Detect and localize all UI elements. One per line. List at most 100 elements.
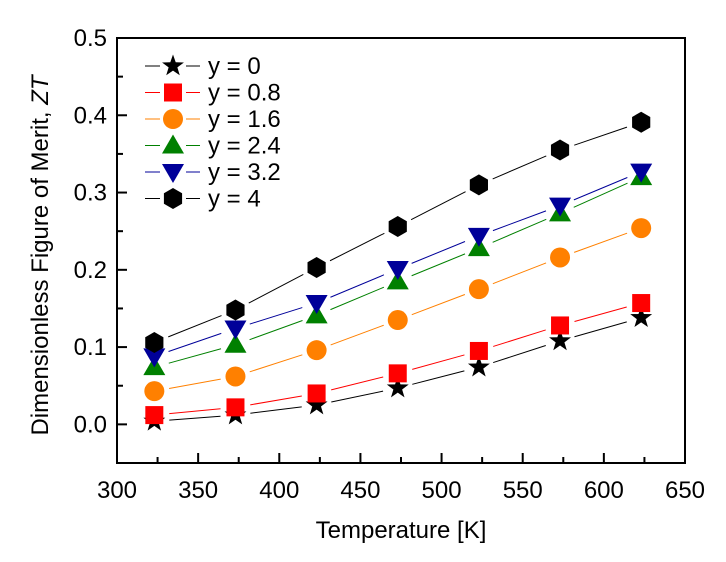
x-tick-label: 450	[340, 477, 380, 504]
series-line-segment	[573, 177, 628, 201]
series-line-segment	[250, 395, 302, 406]
series-line-segment	[168, 378, 221, 389]
legend-label: y = 2.4	[208, 133, 281, 160]
series-y4	[145, 111, 651, 353]
data-point	[145, 331, 164, 353]
x-tick-label: 400	[259, 477, 299, 504]
data-point	[388, 216, 407, 238]
series-line-segment	[249, 354, 303, 373]
legend: y = 0y = 0.8y = 1.6y = 2.4y = 3.2y = 4	[145, 53, 281, 213]
series-line-segment	[330, 274, 385, 298]
series-y3-2	[143, 163, 653, 368]
legend-marker-icon	[163, 188, 183, 209]
data-point	[386, 376, 409, 398]
series-line-segment	[168, 348, 222, 364]
x-tick-label: 600	[584, 477, 624, 504]
y-axis-label: Dimensionless Figure of Merit, ZT	[27, 73, 54, 435]
series-line-segment	[574, 306, 627, 322]
x-tick-label: 550	[503, 477, 543, 504]
series-line-segment	[492, 210, 547, 232]
data-point	[225, 366, 246, 387]
x-tick-label: 350	[178, 477, 218, 504]
series-line-segment	[410, 191, 466, 221]
series-line-segment	[250, 406, 302, 414]
y-tick-label: 0.4	[74, 102, 107, 129]
y-tick-label: 0.3	[74, 180, 107, 207]
series-line-segment	[493, 329, 546, 347]
x-tick-label: 500	[422, 477, 462, 504]
legend-item: y = 3.2	[145, 159, 281, 186]
data-point	[226, 398, 245, 417]
data-point	[307, 257, 326, 278]
data-point	[469, 174, 488, 196]
data-point	[226, 299, 245, 321]
series-line-segment	[168, 315, 222, 338]
data-point	[550, 139, 570, 161]
legend-label: y = 4	[208, 186, 261, 213]
legend-marker-icon	[163, 109, 183, 129]
series-line-segment	[492, 218, 547, 243]
data-point	[550, 247, 571, 268]
series-line-segment	[168, 332, 222, 352]
series-line-segment	[169, 415, 221, 421]
data-point	[631, 218, 652, 239]
data-point	[224, 333, 247, 353]
plot-frame	[116, 37, 686, 464]
legend-marker-icon	[162, 54, 184, 76]
series-line-segment	[330, 324, 384, 346]
data-point	[386, 261, 409, 281]
series-y0-8	[145, 294, 651, 425]
data-point	[467, 227, 490, 247]
data-point	[145, 406, 164, 425]
series-line-segment	[412, 370, 465, 385]
x-axis-label: Temperature [K]	[316, 517, 487, 544]
legend-item: y = 2.4	[145, 133, 281, 160]
data-point	[469, 341, 488, 360]
data-point	[549, 197, 572, 217]
series-line-segment	[331, 376, 384, 391]
series-line-segment	[412, 354, 465, 370]
data-point	[307, 384, 326, 403]
y-axis-label-symbol: ZT	[27, 73, 54, 106]
x-tick-label: 300	[97, 477, 137, 504]
legend-label: y = 0.8	[208, 80, 281, 107]
x-tick-label: 650	[665, 477, 705, 504]
y-tick-label: 0.1	[74, 334, 107, 361]
legend-item: y = 4	[145, 186, 261, 213]
y-tick-label: 0.2	[74, 257, 107, 284]
series-line-segment	[169, 408, 221, 415]
legend-marker-icon	[164, 83, 182, 102]
data-point	[224, 320, 247, 340]
series-line-segment	[411, 253, 466, 277]
series-line-segment	[329, 232, 385, 262]
data-point	[632, 294, 651, 313]
legend-item: y = 0.8	[145, 80, 281, 107]
legend-item: y = 0	[145, 53, 261, 80]
data-point	[305, 295, 328, 315]
legend-marker-icon	[162, 134, 184, 154]
series-line-segment	[330, 286, 385, 311]
series-line-segment	[492, 262, 547, 285]
series-line-segment	[248, 274, 304, 304]
data-point	[630, 163, 653, 183]
series-line-segment	[249, 320, 303, 341]
data-point	[388, 364, 407, 383]
legend-label: y = 3.2	[208, 159, 281, 186]
data-point	[632, 111, 651, 133]
y-tick-label: 0.5	[74, 25, 107, 52]
series-line-segment	[574, 321, 627, 338]
series-line-segment	[492, 155, 547, 180]
series-group	[143, 111, 653, 431]
data-point	[387, 310, 408, 331]
series-line-segment	[331, 390, 384, 403]
series-y1-6	[144, 218, 652, 402]
legend-label: y = 1.6	[208, 106, 281, 133]
y-axis: 0.0 0.1 0.2 0.3 0.4 0.5	[74, 25, 127, 438]
data-point	[143, 348, 166, 368]
series-line-segment	[411, 241, 466, 264]
data-point	[468, 279, 489, 300]
series-line-segment	[573, 232, 628, 253]
data-point	[551, 316, 570, 335]
data-point	[144, 381, 165, 402]
